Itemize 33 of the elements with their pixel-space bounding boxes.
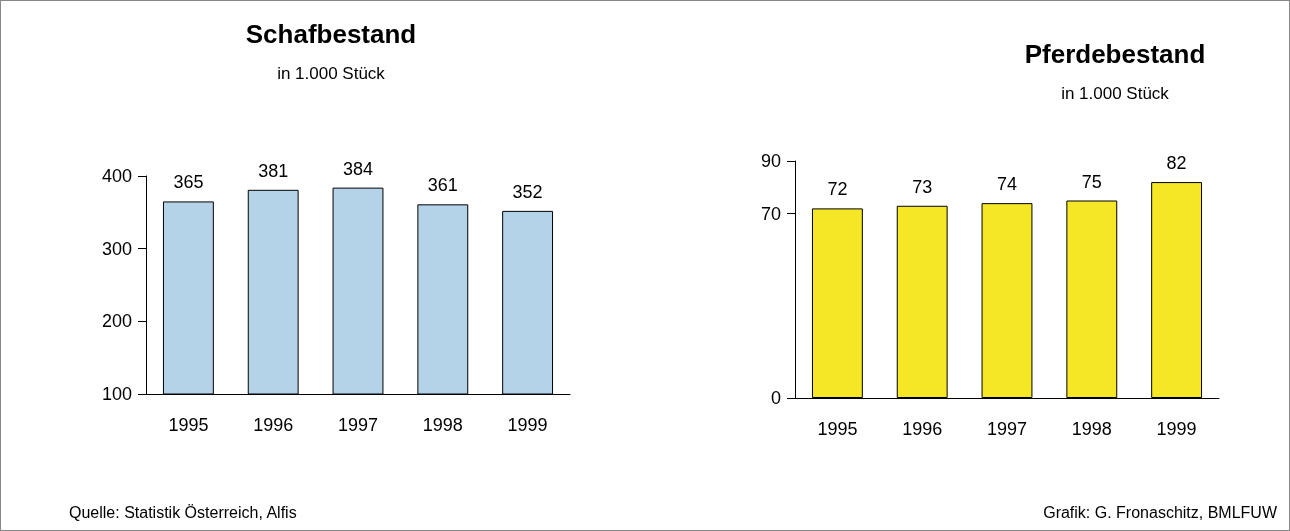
data-label: 365 (173, 172, 204, 193)
y-tick-label: 200 (101, 311, 132, 332)
chart-title: Pferdebestand (1024, 39, 1206, 69)
data-label: 361 (427, 175, 458, 196)
x-tick-label: 1995 (168, 415, 209, 435)
chart-subtitle: in 1.000 Stück (277, 64, 386, 83)
x-tick-label: 1995 (817, 419, 858, 439)
x-tick-label: 1998 (422, 415, 463, 435)
data-label: 75 (1081, 171, 1102, 192)
y-tick-label: 300 (101, 238, 132, 259)
x-tick-label: 1998 (1071, 419, 1112, 439)
data-label: 73 (912, 176, 933, 197)
data-label: 352 (512, 181, 543, 202)
y-tick-label: 100 (101, 384, 132, 404)
x-tick-label: 1996 (253, 415, 294, 435)
chart-subtitle: in 1.000 Stück (1061, 84, 1170, 103)
x-tick-label: 1996 (902, 419, 943, 439)
chart-title: Schafbestand (245, 19, 417, 49)
x-tick-label: 1997 (986, 419, 1028, 439)
data-label: 72 (827, 179, 848, 200)
y-tick-label: 70 (760, 203, 781, 224)
data-label: 384 (342, 158, 374, 179)
data-label: 381 (258, 160, 289, 181)
y-tick-label: 90 (760, 151, 781, 171)
data-label: 82 (1166, 153, 1187, 174)
source-note: Quelle: Statistik Österreich, Alfis (69, 503, 297, 521)
x-tick-label: 1997 (337, 415, 379, 435)
y-tick-label: 0 (770, 388, 781, 408)
x-tick-label: 1999 (1156, 419, 1197, 439)
x-tick-label: 1999 (507, 415, 548, 435)
data-label: 74 (996, 174, 1018, 195)
y-tick-label: 400 (101, 166, 132, 186)
text: Grafik: G. Fronaschitz, BMLFUW (1043, 503, 1278, 521)
